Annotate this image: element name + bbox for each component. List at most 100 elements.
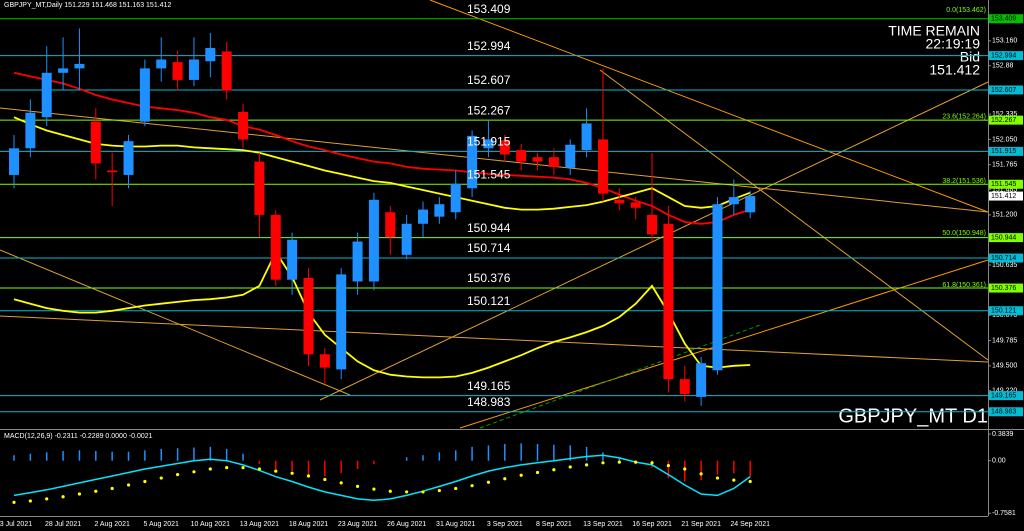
candle-body [139, 68, 150, 122]
signal-dot [405, 490, 409, 494]
y-tick-label: 153.160 [992, 38, 1017, 45]
x-tick-label: 8 Sep 2021 [536, 521, 572, 528]
candle-body [385, 212, 396, 238]
candle-body [319, 354, 330, 368]
candle-body [352, 241, 363, 282]
trendline [0, 249, 351, 396]
bid: 151.412 [929, 62, 980, 78]
signal-dot [306, 474, 311, 478]
candle-body [728, 197, 739, 205]
trendline [0, 107, 989, 213]
time-remain-label: TIME REMAIN [888, 23, 980, 39]
candle-body [156, 59, 167, 69]
signal-dot [503, 477, 507, 481]
y-tick-label: 149.500 [992, 363, 1017, 370]
level-box [989, 179, 1023, 189]
signal-dot [601, 461, 605, 465]
candle-body [418, 209, 428, 224]
level-box [989, 115, 1023, 125]
x-tick-label: 31 Aug 2021 [436, 521, 475, 528]
signal-dot [28, 499, 32, 503]
x-tick-label: 3 Sep 2021 [487, 521, 523, 528]
signal-dot [274, 469, 278, 473]
candle-body [172, 62, 183, 80]
signal-dot [519, 473, 523, 477]
level-box [989, 253, 1023, 263]
signal-dot [732, 478, 736, 482]
level-label: 150.944 [467, 221, 511, 235]
candle-body [630, 202, 641, 208]
level-box [989, 407, 1023, 417]
x-tick-label: 2 Aug 2021 [94, 521, 130, 528]
level-label: 151.545 [467, 167, 511, 181]
signal-dot [699, 472, 703, 476]
level-label: 150.714 [467, 241, 511, 255]
level-box [989, 14, 1023, 24]
x-tick-label: 13 Aug 2021 [240, 521, 279, 528]
x-tick-label: 26 Aug 2021 [387, 521, 426, 528]
level-label: 152.267 [467, 103, 511, 117]
y-tick-label: 152.88 [992, 63, 1014, 70]
candle-body [270, 214, 281, 280]
level-label: 151.915 [467, 135, 511, 149]
level-box [989, 283, 1023, 293]
candle-body [205, 47, 216, 62]
candle-body [254, 161, 265, 215]
signal-dot [535, 470, 540, 475]
candle-body [41, 72, 52, 118]
y-tick-label: 151.200 [992, 212, 1017, 219]
signal-dot [748, 479, 752, 484]
level-label: 153.409 [467, 2, 511, 16]
x-tick-label: 18 Aug 2021 [289, 521, 328, 528]
candle-body [532, 157, 543, 162]
time-remain: 22:19:19 [926, 36, 981, 52]
signal-dot [208, 467, 212, 471]
fib-label: 38.2(151.536) [942, 178, 986, 185]
candle-body [434, 204, 445, 217]
chart-title: GBPJPY_MT,Daily 151.229 151.468 151.163 … [4, 2, 171, 9]
level-box-label: 153.409 [991, 16, 1016, 23]
candle-body [696, 363, 707, 397]
level-box-label: 152.607 [991, 87, 1016, 94]
level-box [989, 146, 1023, 156]
candle-body [483, 139, 494, 149]
candle-body [74, 63, 85, 69]
candle-body [401, 223, 412, 255]
signal-dot [683, 467, 687, 471]
signal-dot [568, 465, 572, 469]
signal-dot [323, 477, 327, 482]
candle-body [123, 141, 134, 175]
level-box-label: 151.545 [991, 181, 1016, 188]
macd-line [13, 454, 751, 502]
candle-body [287, 239, 298, 280]
bid-box [989, 191, 1023, 201]
level-label: 148.983 [467, 395, 511, 409]
candle-body [614, 199, 625, 204]
signal-dot [12, 500, 16, 504]
candle-body [516, 150, 527, 162]
y-tick-label: 152.335 [992, 111, 1017, 118]
signal-dot [388, 489, 392, 493]
signal-dot [650, 461, 654, 465]
level-box [989, 306, 1023, 316]
signal-dot [61, 495, 65, 499]
signal-dot [126, 483, 131, 487]
signal-dot [192, 470, 196, 474]
candle-body [58, 68, 69, 73]
macd-title: MACD(12,26,9) -0.2311 -0.2289 0.0000 -0.… [4, 433, 153, 440]
level-box-label: 150.944 [991, 234, 1016, 241]
candle-body [90, 121, 101, 164]
trendlines [0, 0, 989, 429]
candle-body [745, 196, 756, 213]
x-tick-label: 24 Sep 2021 [730, 521, 770, 528]
signal-dot [372, 487, 376, 491]
level-box [989, 233, 1023, 243]
level-label: 152.994 [467, 39, 511, 53]
indicator-line [13, 250, 751, 379]
trendline [0, 315, 989, 363]
candle-body [221, 51, 232, 91]
candle-body [303, 277, 314, 355]
candle-body [238, 111, 249, 140]
trendline [319, 81, 989, 401]
